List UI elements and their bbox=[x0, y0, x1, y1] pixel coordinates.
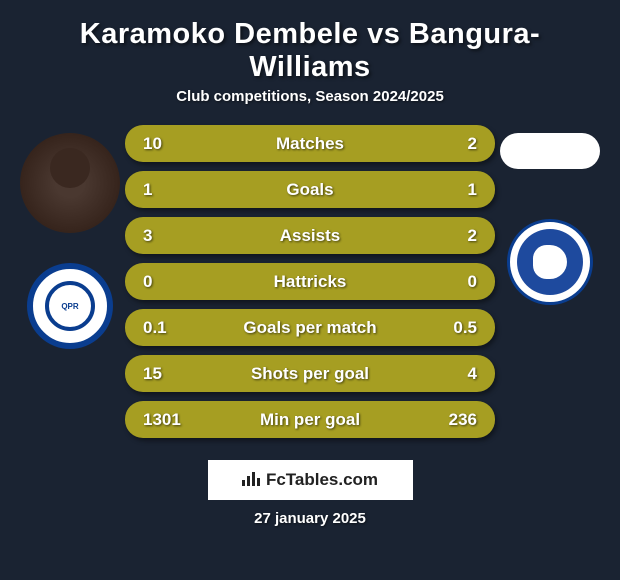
stat-label: Min per goal bbox=[183, 410, 437, 430]
stat-row-goals: 1 Goals 1 bbox=[125, 171, 495, 208]
stat-left-value: 10 bbox=[143, 134, 183, 154]
comparison-card: Karamoko Dembele vs Bangura-Williams Clu… bbox=[0, 0, 620, 537]
stat-row-assists: 3 Assists 2 bbox=[125, 217, 495, 254]
stat-left-value: 15 bbox=[143, 364, 183, 384]
stat-left-value: 3 bbox=[143, 226, 183, 246]
stat-left-value: 0 bbox=[143, 272, 183, 292]
millwall-badge-icon bbox=[517, 229, 583, 295]
stat-label: Goals per match bbox=[183, 318, 437, 338]
stat-row-matches: 10 Matches 2 bbox=[125, 125, 495, 162]
stat-right-value: 2 bbox=[437, 226, 477, 246]
stat-left-value: 0.1 bbox=[143, 318, 183, 338]
brand-text: FcTables.com bbox=[266, 470, 378, 490]
stat-right-value: 4 bbox=[437, 364, 477, 384]
qpr-badge-icon: QPR bbox=[45, 281, 95, 331]
footer-date: 27 january 2025 bbox=[0, 510, 620, 527]
main-content: QPR 10 Matches 2 1 Goals 1 3 Assists 2 0… bbox=[0, 125, 620, 438]
stat-row-min-per-goal: 1301 Min per goal 236 bbox=[125, 401, 495, 438]
stat-label: Shots per goal bbox=[183, 364, 437, 384]
page-title: Karamoko Dembele vs Bangura-Williams bbox=[0, 10, 620, 88]
brand-badge: FcTables.com bbox=[208, 460, 413, 500]
player1-club-badge: QPR bbox=[27, 263, 113, 349]
stat-left-value: 1301 bbox=[143, 410, 183, 430]
stat-row-hattricks: 0 Hattricks 0 bbox=[125, 263, 495, 300]
player1-photo bbox=[20, 133, 120, 233]
player2-column bbox=[495, 125, 605, 305]
stat-label: Goals bbox=[183, 180, 437, 200]
stat-left-value: 1 bbox=[143, 180, 183, 200]
stat-right-value: 236 bbox=[437, 410, 477, 430]
chart-icon bbox=[242, 470, 260, 491]
season-subtitle: Club competitions, Season 2024/2025 bbox=[0, 88, 620, 105]
player1-column: QPR bbox=[15, 125, 125, 349]
lion-icon bbox=[533, 245, 567, 279]
stat-label: Hattricks bbox=[183, 272, 437, 292]
player2-club-badge bbox=[507, 219, 593, 305]
stat-label: Matches bbox=[183, 134, 437, 154]
player2-photo-placeholder bbox=[500, 133, 600, 169]
stat-row-shots-per-goal: 15 Shots per goal 4 bbox=[125, 355, 495, 392]
stat-right-value: 0.5 bbox=[437, 318, 477, 338]
stat-row-goals-per-match: 0.1 Goals per match 0.5 bbox=[125, 309, 495, 346]
stats-column: 10 Matches 2 1 Goals 1 3 Assists 2 0 Hat… bbox=[125, 125, 495, 438]
stat-label: Assists bbox=[183, 226, 437, 246]
stat-right-value: 2 bbox=[437, 134, 477, 154]
stat-right-value: 1 bbox=[437, 180, 477, 200]
stat-right-value: 0 bbox=[437, 272, 477, 292]
